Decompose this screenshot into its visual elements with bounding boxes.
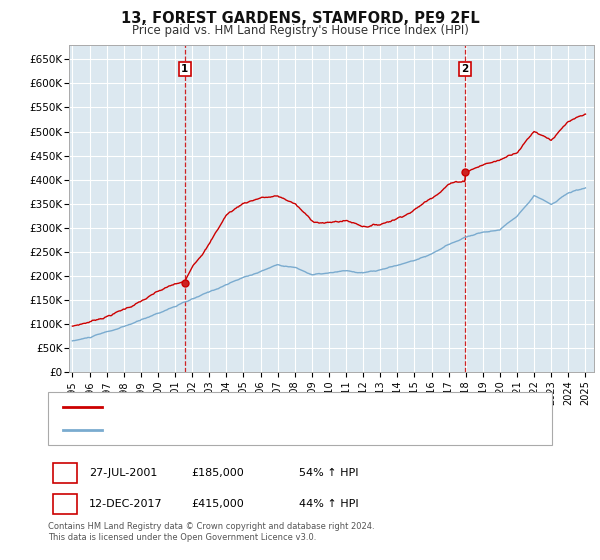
Text: £415,000: £415,000 — [191, 499, 244, 509]
Text: 2: 2 — [61, 499, 68, 509]
Text: 12-DEC-2017: 12-DEC-2017 — [89, 499, 163, 509]
Text: £185,000: £185,000 — [191, 468, 244, 478]
Text: Contains HM Land Registry data © Crown copyright and database right 2024.: Contains HM Land Registry data © Crown c… — [48, 522, 374, 531]
Text: 13, FOREST GARDENS, STAMFORD, PE9 2FL: 13, FOREST GARDENS, STAMFORD, PE9 2FL — [121, 11, 479, 26]
Text: 2: 2 — [461, 64, 469, 74]
Text: 13, FOREST GARDENS, STAMFORD, PE9 2FL (detached house): 13, FOREST GARDENS, STAMFORD, PE9 2FL (d… — [109, 402, 431, 412]
Text: This data is licensed under the Open Government Licence v3.0.: This data is licensed under the Open Gov… — [48, 533, 316, 542]
Text: 44% ↑ HPI: 44% ↑ HPI — [299, 499, 358, 509]
Text: 27-JUL-2001: 27-JUL-2001 — [89, 468, 157, 478]
Text: 54% ↑ HPI: 54% ↑ HPI — [299, 468, 358, 478]
Text: 1: 1 — [61, 468, 68, 478]
Text: HPI: Average price, detached house, South Kesteven: HPI: Average price, detached house, Sout… — [109, 425, 383, 435]
Text: 1: 1 — [181, 64, 188, 74]
Text: Price paid vs. HM Land Registry's House Price Index (HPI): Price paid vs. HM Land Registry's House … — [131, 24, 469, 36]
